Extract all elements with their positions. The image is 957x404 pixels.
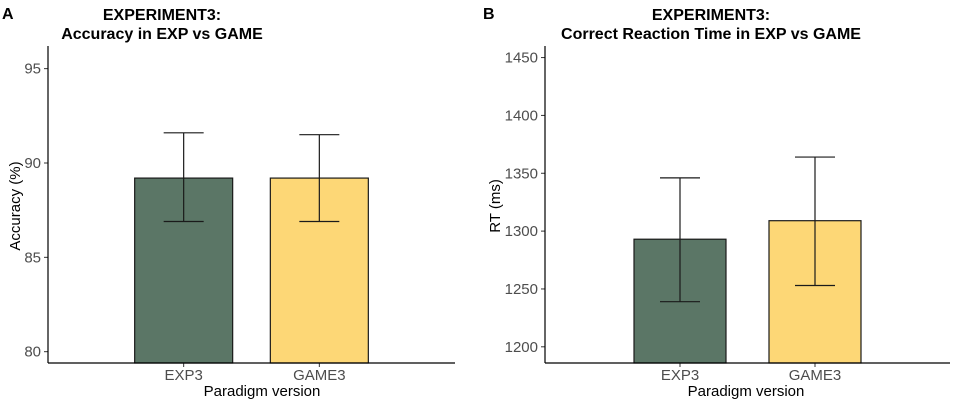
panel-a-letter: A xyxy=(2,6,14,23)
panel-b-y-axis-title: RT (ms) xyxy=(487,179,504,233)
panel-b-y-tick-label: 1250 xyxy=(505,281,538,298)
panel-a-y-tick-label: 80 xyxy=(24,344,41,361)
panel-b-y-tick-label: 1300 xyxy=(505,223,538,240)
panel-b-x-axis-title: Paradigm version xyxy=(688,383,805,400)
panel-a-x-axis-title: Paradigm version xyxy=(204,383,321,400)
panel-a-title-line1: EXPERIMENT3: xyxy=(103,7,221,24)
panel-b-y-tick-label: 1350 xyxy=(505,165,538,182)
panel-b-x-tick-label-game3: GAME3 xyxy=(789,367,842,384)
panel-b-x-tick-label-exp3: EXP3 xyxy=(661,367,699,384)
panel-a-y-tick-label: 85 xyxy=(24,249,41,266)
panel-a-y-tick-label: 95 xyxy=(24,61,41,78)
panel-b-title-line1: EXPERIMENT3: xyxy=(652,7,770,24)
panel-a-plot-area: 80 85 90 95 EXP3 GAME3 xyxy=(24,46,455,384)
panel-b-letter: B xyxy=(483,6,495,23)
panel-b-y-tick-label: 1200 xyxy=(505,339,538,356)
panel-a-x-tick-label-exp3: EXP3 xyxy=(164,367,202,384)
panel-b-plot-area: 1200 1250 1300 1350 1400 1450 EXP3 GAME3 xyxy=(505,46,950,384)
panel-a-x-tick-label-game3: GAME3 xyxy=(293,367,346,384)
panel-a-y-tick-label: 90 xyxy=(24,155,41,172)
panel-b-y-tick-label: 1400 xyxy=(505,107,538,124)
panel-b-y-tick-label: 1450 xyxy=(505,50,538,67)
panel-a-title-line2: Accuracy in EXP vs GAME xyxy=(61,26,263,43)
panel-b-title-line2: Correct Reaction Time in EXP vs GAME xyxy=(561,26,861,43)
panel-a-y-axis-title: Accuracy (%) xyxy=(7,161,24,250)
